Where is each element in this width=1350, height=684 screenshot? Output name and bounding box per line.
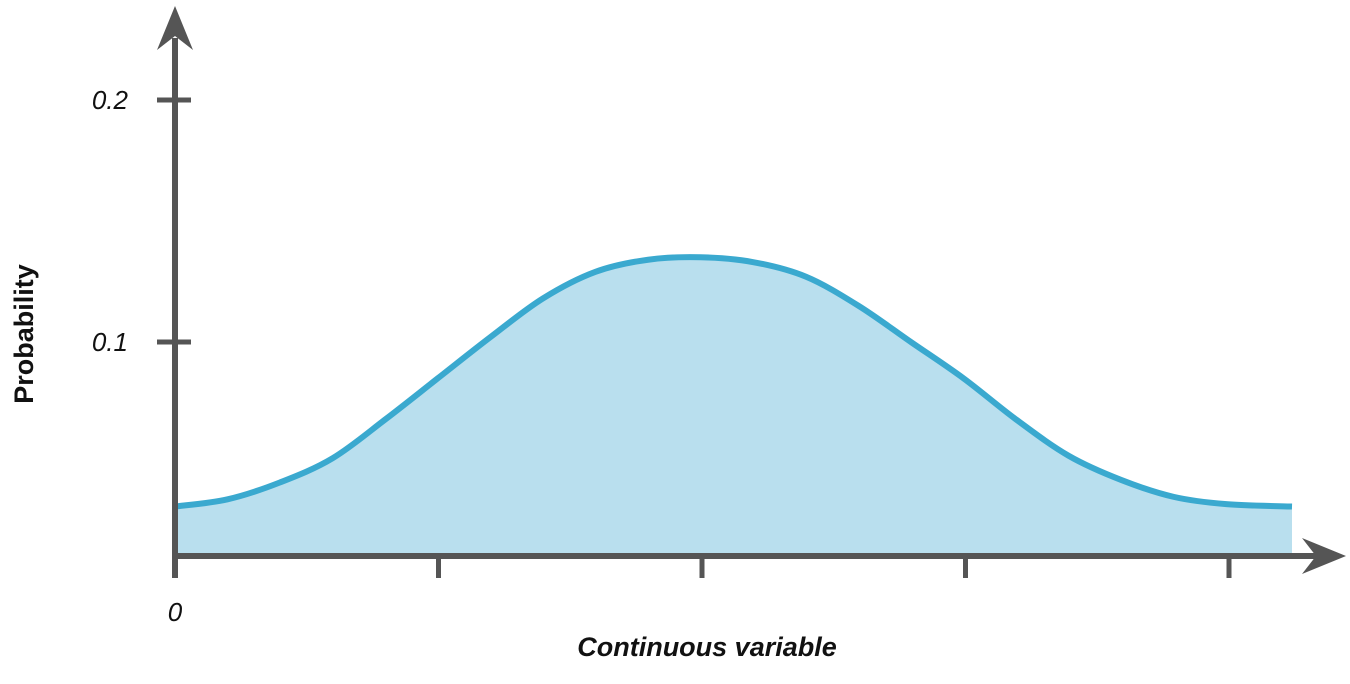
density-area-fill	[175, 257, 1292, 556]
x-tick-label: 0	[168, 597, 183, 627]
y-tick-label: 0.2	[92, 85, 129, 115]
y-tick-label: 0.1	[92, 327, 128, 357]
x-axis-title: Continuous variable	[577, 632, 837, 662]
y-axis-arrowhead	[157, 6, 193, 50]
density-curve-line	[174, 254, 1293, 510]
y-ticks-group: 0.2 0.1	[92, 85, 191, 357]
y-axis-title: Probability	[9, 264, 39, 404]
x-axis-arrowhead	[1302, 538, 1346, 574]
x-ticks-group: 0	[168, 556, 1232, 627]
